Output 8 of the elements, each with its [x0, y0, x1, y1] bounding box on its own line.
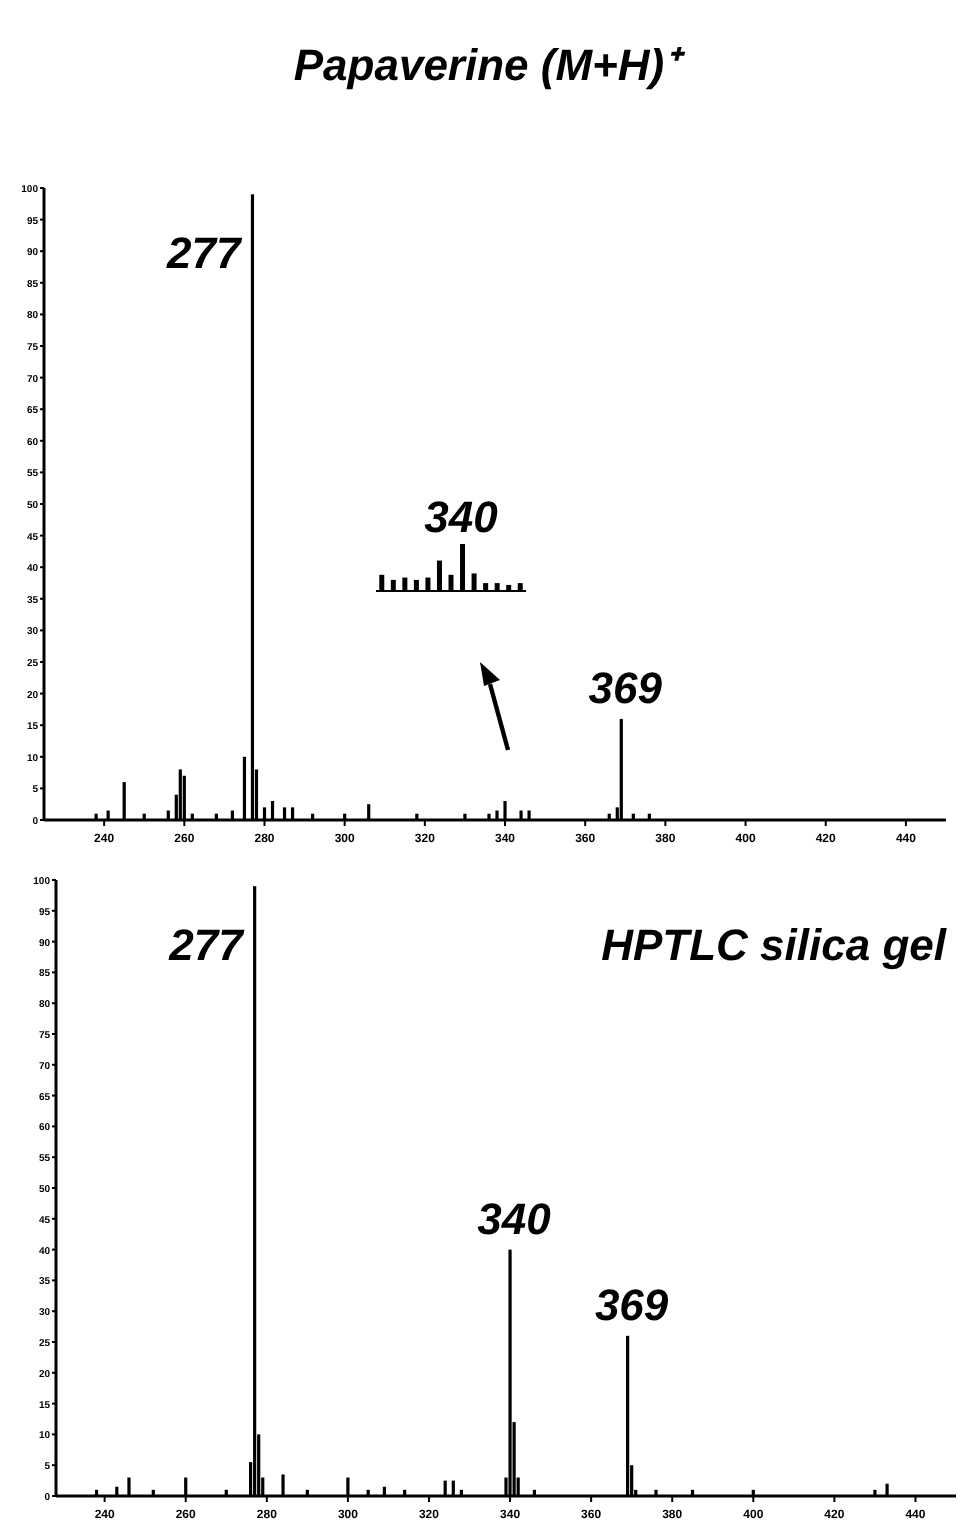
- annotation: 277: [165, 228, 244, 278]
- annotation: HPTLC silica gel: [601, 920, 948, 970]
- chart-title: Papaverine (M+H)⁺: [293, 40, 687, 90]
- annotation: 369: [588, 662, 664, 713]
- annotation: 340: [477, 1193, 553, 1244]
- annotation: 369: [594, 1279, 670, 1330]
- annotation: 340: [424, 492, 500, 542]
- annotation: 277: [167, 920, 247, 970]
